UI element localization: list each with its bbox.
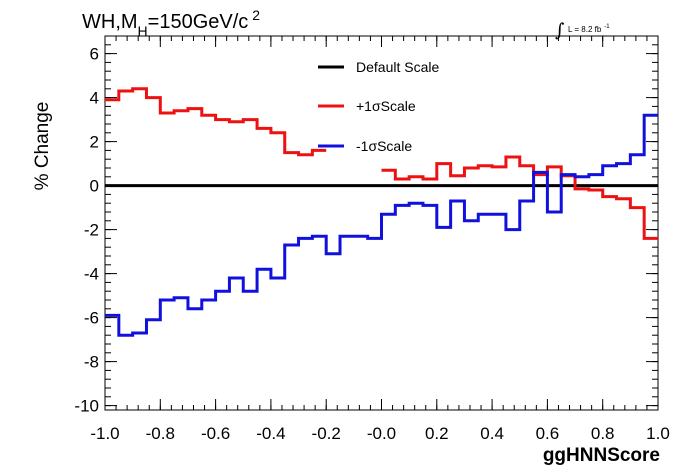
y-tick-label: -4 xyxy=(84,265,99,284)
series-layer xyxy=(105,87,658,337)
y-tick-label: 6 xyxy=(90,45,99,64)
y-tick-label: 0 xyxy=(90,177,99,196)
series-line-2--1-scale xyxy=(105,113,658,337)
x-tick-label: -0.0 xyxy=(367,424,396,443)
legend-label-default-scale: Default Scale xyxy=(356,59,439,75)
x-tick-label: -0.6 xyxy=(201,424,230,443)
x-tick-label: -0.2 xyxy=(312,424,341,443)
x-tick-label: 1.0 xyxy=(646,424,670,443)
x-tick-label: -1.0 xyxy=(90,424,119,443)
lumi-integral-symbol: ∫ xyxy=(555,20,565,41)
legend-label-minus-1sigma: -1σScale xyxy=(356,138,412,154)
y-axis-title: % Change xyxy=(32,102,53,191)
y-tick-label: -2 xyxy=(84,221,99,240)
legend-label-plus-1sigma: +1σScale xyxy=(356,98,416,114)
x-tick-label: -0.4 xyxy=(256,424,285,443)
y-tick-label: 4 xyxy=(90,89,99,108)
x-tick-label: 0.8 xyxy=(591,424,615,443)
x-axis-title: ggHNNScore xyxy=(543,445,660,466)
x-tick-label: 0.6 xyxy=(536,424,560,443)
chart-title: WH,MH=150GeV/c 2 xyxy=(82,7,260,39)
x-tick-label: 0.2 xyxy=(425,424,449,443)
y-tick-label: -8 xyxy=(84,353,99,372)
x-tick-label: 0.4 xyxy=(480,424,504,443)
x-axis: -1.0 -0.8 -0.6 -0.4 -0.2 -0.0 0.2 0.4 0.6 0.8 1.0 xyxy=(90,36,670,443)
lumi-label: L = 8.2 fb -1 xyxy=(568,24,610,34)
legend: Default Scale +1σScale -1σScale xyxy=(318,59,439,154)
series-line-1--1-scale xyxy=(105,87,658,240)
y-axis: 6 4 2 0 -2 -4 -6 -8 -10 xyxy=(74,44,658,416)
x-tick-label: -0.8 xyxy=(146,424,175,443)
y-tick-label: -6 xyxy=(84,309,99,328)
y-tick-label: 2 xyxy=(90,133,99,152)
y-tick-label: -10 xyxy=(74,397,99,416)
